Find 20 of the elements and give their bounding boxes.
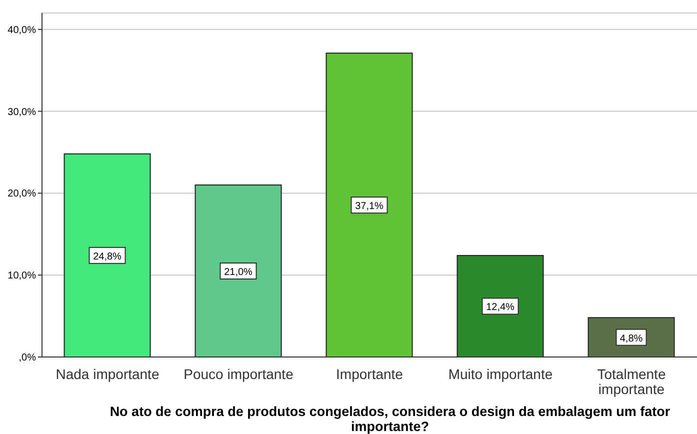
data-label: 21,0%	[224, 267, 253, 278]
y-tick-label: 10,0%	[8, 270, 36, 282]
y-tick-label: ,0%	[18, 352, 36, 364]
y-tick-label: 30,0%	[8, 106, 36, 118]
y-tick-label: 40,0%	[8, 24, 36, 36]
bar	[326, 52, 413, 357]
x-tick-label: Importante	[336, 366, 404, 382]
x-tick-label: Muito importante	[448, 366, 553, 382]
bar	[194, 184, 282, 357]
bar	[456, 254, 544, 357]
data-label: 24,8%	[93, 251, 122, 262]
data-label: 4,8%	[620, 333, 643, 344]
x-axis-title: No ato de compra de produtos congelados, considera o design da embalagem um fator importante?	[108, 404, 672, 434]
data-label: 12,4%	[486, 302, 515, 314]
data-label: 37,1%	[355, 201, 384, 212]
x-tick-label: Pouco importante	[184, 366, 294, 382]
y-tick-label: 20,0%	[8, 188, 36, 200]
bar	[64, 153, 151, 357]
x-tick-label: Totalmente importante	[597, 366, 666, 397]
x-tick-label: Nada importante	[56, 366, 160, 382]
